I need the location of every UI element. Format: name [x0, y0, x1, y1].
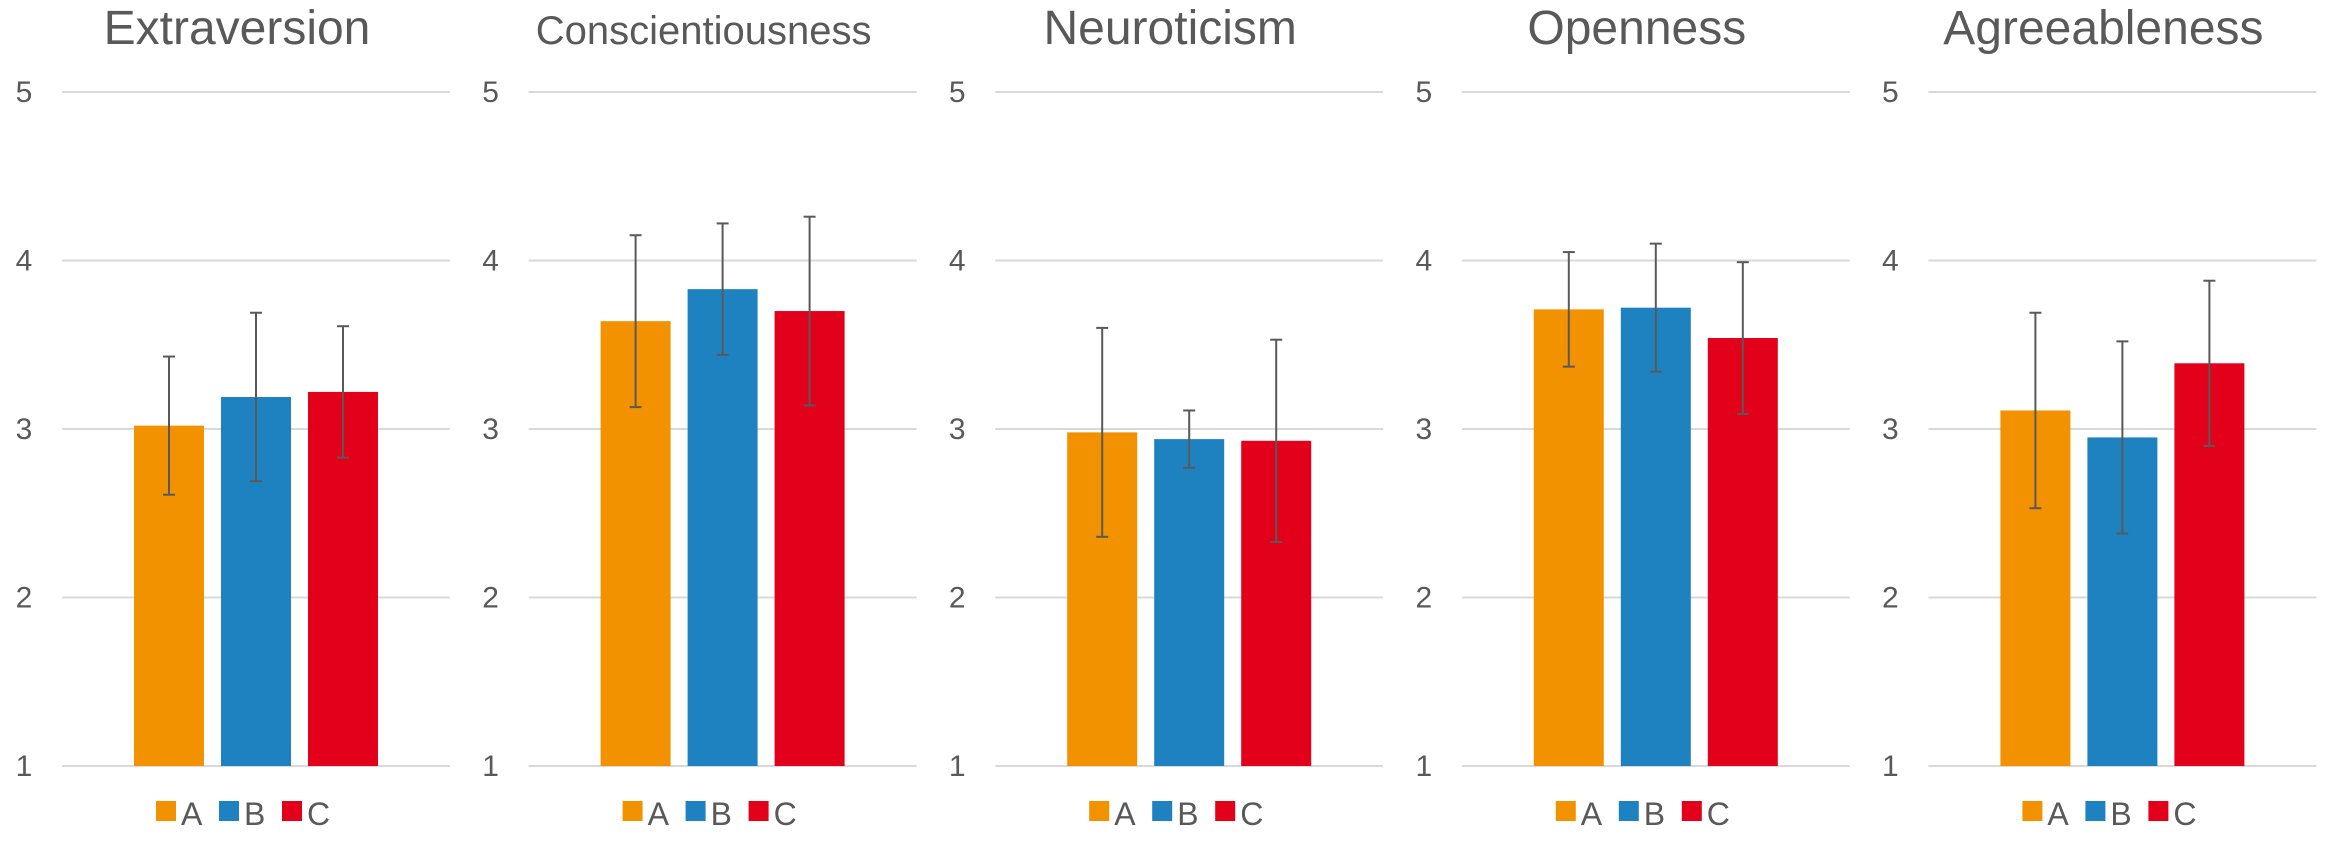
error-bar-a [1096, 326, 1109, 538]
error-bar-b [1649, 242, 1662, 373]
legend-swatch-c [282, 801, 302, 821]
legend-swatch-b [2085, 801, 2106, 821]
error-bar-b [1183, 409, 1196, 469]
legend-label-a: A [1114, 796, 1136, 832]
error-bar-a [163, 355, 175, 496]
legend-label-b: B [711, 796, 732, 832]
y-tick-label: 5 [482, 76, 499, 109]
y-tick-label: 2 [482, 582, 499, 615]
error-bar-a [629, 234, 642, 409]
legend-label-c: C [1240, 796, 1263, 832]
error-bar-b [250, 311, 262, 483]
y-tick-label: 4 [1882, 245, 1899, 278]
legend-label-b: B [2110, 796, 2131, 832]
chart-extraversion: Extraversion 1 2 3 4 5 A B C [16, 2, 450, 832]
error-bar-c [803, 215, 816, 407]
chart-conscientiousness: Conscientiousness 1 2 3 4 5 A B C [482, 9, 917, 832]
error-bar-b [2116, 340, 2129, 535]
y-tick-label: 1 [482, 750, 499, 783]
legend-label-a: A [2047, 796, 2069, 832]
y-tick-label: 5 [1415, 76, 1432, 109]
y-tick-label: 5 [949, 76, 966, 109]
legend-swatch-c [1681, 801, 1702, 821]
legend-label-c: C [1707, 796, 1730, 832]
y-tick-label: 4 [1415, 245, 1432, 278]
y-tick-label: 2 [1415, 582, 1432, 615]
legend-label-c: C [774, 796, 797, 832]
y-tick-label: 2 [1882, 582, 1899, 615]
chart-neuroticism: Neuroticism 1 2 3 4 5 A B C [949, 2, 1384, 832]
y-tick-label: 4 [949, 245, 966, 278]
error-bar-a [2029, 311, 2042, 510]
error-bar-c [337, 325, 349, 459]
legend: A B C [2022, 796, 2197, 832]
y-tick-label: 2 [16, 582, 33, 615]
legend-swatch-a [622, 801, 643, 821]
y-tick-label: 1 [949, 750, 966, 783]
y-tick-label: 1 [16, 750, 33, 783]
legend-swatch-c [1215, 801, 1236, 821]
legend-swatch-a [2022, 801, 2043, 821]
legend-swatch-b [685, 801, 706, 821]
chart-title: Openness [1527, 2, 1746, 55]
y-tick-label: 5 [16, 76, 33, 109]
y-tick-label: 4 [482, 245, 499, 278]
bar-b [687, 289, 758, 766]
legend-label-c: C [2173, 796, 2196, 832]
bar-b [1154, 439, 1225, 766]
chart-openness: Openness 1 2 3 4 5 A B C [1415, 2, 1850, 832]
y-tick-label: 3 [16, 413, 33, 446]
legend-swatch-c [2148, 801, 2169, 821]
y-tick-label: 4 [16, 245, 33, 278]
legend-label-a: A [648, 796, 670, 832]
y-tick-label: 3 [949, 413, 966, 446]
legend-swatch-b [219, 801, 239, 821]
bar-b [1620, 307, 1691, 766]
y-tick-label: 3 [1415, 413, 1432, 446]
error-bar-b [716, 222, 729, 356]
legend-label-c: C [307, 796, 330, 832]
error-bar-c [1736, 261, 1749, 415]
chart-title: Neuroticism [1044, 2, 1297, 55]
legend: A B C [1089, 796, 1263, 832]
legend-swatch-a [1089, 801, 1110, 821]
error-bar-a [1562, 251, 1575, 368]
error-bar-c [1270, 338, 1283, 543]
y-tick-label: 1 [1415, 750, 1432, 783]
chart-agreeableness: Agreeableness 1 2 3 4 5 A B C [1882, 2, 2317, 832]
legend: A B C [156, 796, 330, 832]
legend-label-a: A [1581, 796, 1603, 832]
y-tick-label: 3 [482, 413, 499, 446]
y-tick-label: 2 [949, 582, 966, 615]
chart-title: Conscientiousness [536, 9, 872, 53]
legend-label-b: B [1644, 796, 1665, 832]
legend-swatch-b [1618, 801, 1639, 821]
chart-title: Extraversion [104, 2, 371, 55]
legend: A B C [1555, 796, 1730, 832]
legend-swatch-a [156, 801, 176, 821]
legend-label-a: A [181, 796, 203, 832]
chart-title: Agreeableness [1943, 2, 2263, 55]
legend-swatch-b [1152, 801, 1173, 821]
y-tick-label: 1 [1882, 750, 1899, 783]
legend-swatch-c [748, 801, 769, 821]
legend-label-b: B [244, 796, 265, 832]
bar-a [1533, 309, 1604, 766]
error-bar-c [2203, 279, 2216, 447]
y-tick-label: 5 [1882, 76, 1899, 109]
y-tick-label: 3 [1882, 413, 1899, 446]
legend-label-b: B [1177, 796, 1198, 832]
legend: A B C [622, 796, 797, 832]
legend-swatch-a [1555, 801, 1576, 821]
